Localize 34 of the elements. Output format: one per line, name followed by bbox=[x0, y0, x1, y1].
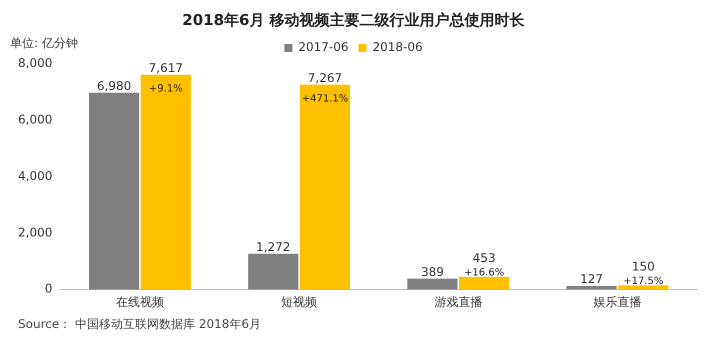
bar bbox=[248, 254, 298, 290]
y-axis-title: 单位: 亿分钟 bbox=[10, 36, 78, 50]
data-label: 6,980 bbox=[96, 78, 132, 93]
data-label: 150 bbox=[632, 259, 655, 274]
y-tick-label: 4,000 bbox=[18, 168, 52, 183]
data-label: 1,272 bbox=[256, 240, 290, 254]
annotation: +17.5% bbox=[623, 276, 664, 287]
annotation: +9.1% bbox=[148, 83, 183, 94]
bar bbox=[618, 285, 668, 290]
y-tick-label: 2,000 bbox=[18, 225, 52, 240]
y-tick-label: 8,000 bbox=[18, 56, 52, 70]
data-label: 127 bbox=[580, 272, 604, 286]
y-tick-label: 6,000 bbox=[18, 112, 52, 127]
data-label: 7,617 bbox=[148, 60, 183, 75]
bar bbox=[459, 276, 510, 290]
data-label: 389 bbox=[420, 264, 444, 279]
data-label: 7,267 bbox=[308, 70, 342, 85]
bar bbox=[140, 74, 191, 290]
y-tick-label: 0 bbox=[44, 282, 52, 296]
bar bbox=[88, 92, 140, 290]
bar bbox=[300, 84, 350, 290]
x-tick-label: 在线视频 bbox=[116, 294, 164, 309]
x-tick-label: 短视频 bbox=[281, 294, 318, 309]
source-note: Source： 中国移动互联网数据库 2018年6月 bbox=[17, 316, 262, 333]
data-label: 453 bbox=[472, 250, 496, 265]
annotation: +16.6% bbox=[464, 267, 504, 278]
bar bbox=[407, 278, 458, 290]
annotation: +471.1% bbox=[302, 93, 348, 104]
bar bbox=[566, 286, 617, 290]
x-tick-label: 娱乐直播 bbox=[593, 294, 642, 309]
chart-title: 2018年6月 移动视频主要二级行业用户总使用时长 bbox=[182, 10, 526, 29]
legend-label: 2018-06 bbox=[372, 40, 423, 54]
x-tick-label: 游戏直播 bbox=[434, 294, 482, 309]
legend-label: 2017-06 bbox=[298, 40, 348, 54]
